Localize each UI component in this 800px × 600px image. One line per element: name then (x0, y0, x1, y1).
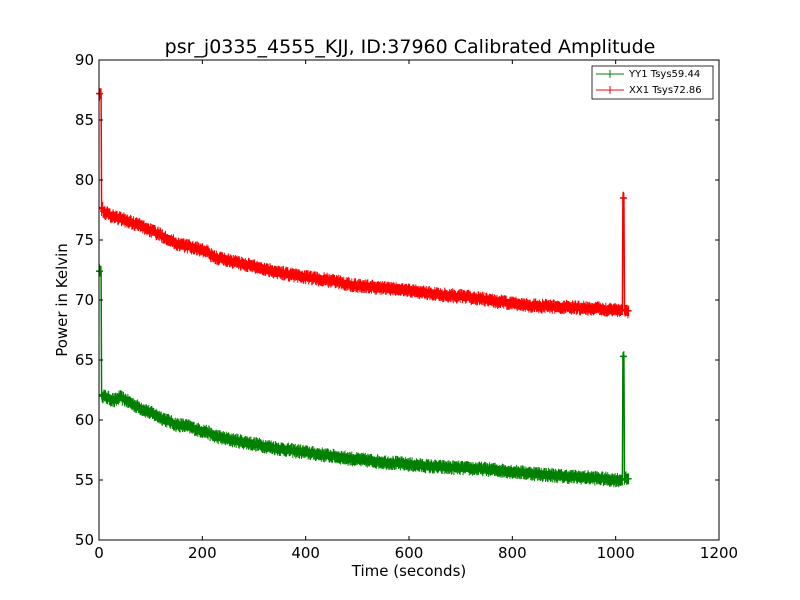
x-tick-label: 0 (94, 544, 104, 562)
y-tick-label: 90 (75, 51, 94, 69)
x-tick-label: 400 (291, 544, 320, 562)
x-axis-label: Time (seconds) (351, 562, 467, 580)
plot-area (96, 88, 632, 488)
x-tick-label: 1200 (700, 544, 738, 562)
chart-title: psr_j0335_4555_KJJ, ID:37960 Calibrated … (165, 36, 656, 58)
y-tick-label: 55 (75, 471, 94, 489)
legend-label-xx1: XX1 Tsys72.86 (629, 85, 702, 96)
y-tick-label: 75 (75, 231, 94, 249)
series-line-1 (98, 92, 630, 314)
axis-ticks: 0 200 400 600 800 1000 1200 50 55 60 65 70 75 80 85 90 (75, 51, 738, 562)
y-tick-label: 60 (75, 411, 94, 429)
y-axis-label: Power in Kelvin (53, 243, 71, 357)
x-tick-label: 1000 (597, 544, 635, 562)
x-tick-label: 200 (188, 544, 217, 562)
x-tick-label: 800 (498, 544, 527, 562)
legend: YY1 Tsys59.44 XX1 Tsys72.86 (591, 65, 714, 100)
y-tick-label: 85 (75, 111, 94, 129)
y-tick-label: 70 (75, 291, 94, 309)
legend-box (591, 65, 714, 100)
y-tick-label: 50 (75, 531, 94, 549)
y-tick-label: 80 (75, 171, 94, 189)
x-tick-label: 600 (395, 544, 424, 562)
y-tick-label: 65 (75, 351, 94, 369)
legend-label-yy1: YY1 Tsys59.44 (628, 69, 700, 80)
